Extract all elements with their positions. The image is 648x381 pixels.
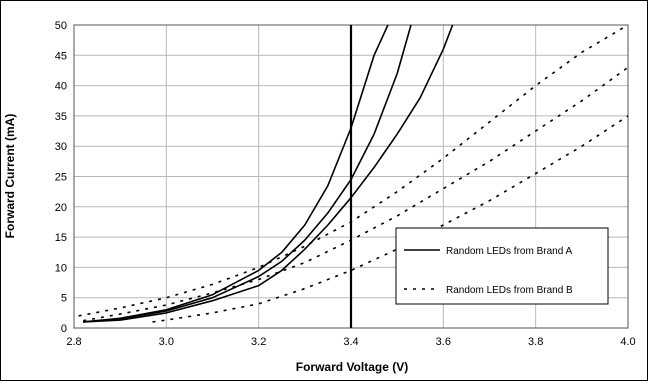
y-tick-label: 5 (61, 293, 67, 305)
x-tick-label: 4.0 (620, 336, 635, 348)
y-tick-label: 25 (55, 172, 67, 184)
legend-label-brand-b: Random LEDs from Brand B (446, 285, 573, 296)
brand-a-curve-0 (83, 24, 389, 323)
y-tick-label: 15 (55, 232, 67, 244)
tick-labels: 2.8 3.0 3.2 3.4 3.6 3.8 4.0 0 5 10 15 20 25 30 35 40 45 5… (55, 20, 636, 348)
x-tick-label: 3.2 (251, 336, 266, 348)
x-tick-label: 3.0 (159, 336, 174, 348)
y-tick-label: 30 (55, 141, 67, 153)
legend-label-brand-a: Random LEDs from Brand A (446, 246, 572, 257)
x-tick-label: 3.8 (528, 336, 543, 348)
y-tick-label: 0 (61, 323, 67, 335)
x-axis-title: Forward Voltage (V) (296, 360, 408, 374)
x-tick-label: 3.6 (436, 336, 451, 348)
y-axis-title: Forward Current (mA) (3, 114, 17, 239)
x-tick-label: 3.4 (343, 336, 358, 348)
brand-b-curve-5 (152, 115, 629, 323)
y-tick-label: 40 (55, 81, 67, 93)
y-tick-label: 50 (55, 20, 67, 32)
y-tick-label: 35 (55, 111, 67, 123)
legend: Random LEDs from Brand A Random LEDs fro… (395, 227, 609, 305)
x-tick-label: 2.8 (66, 336, 81, 348)
brand-a-curve-2 (83, 24, 454, 323)
legend-box (395, 227, 609, 305)
y-tick-label: 10 (55, 262, 67, 274)
y-tick-label: 45 (55, 50, 67, 62)
y-tick-label: 20 (55, 202, 67, 214)
